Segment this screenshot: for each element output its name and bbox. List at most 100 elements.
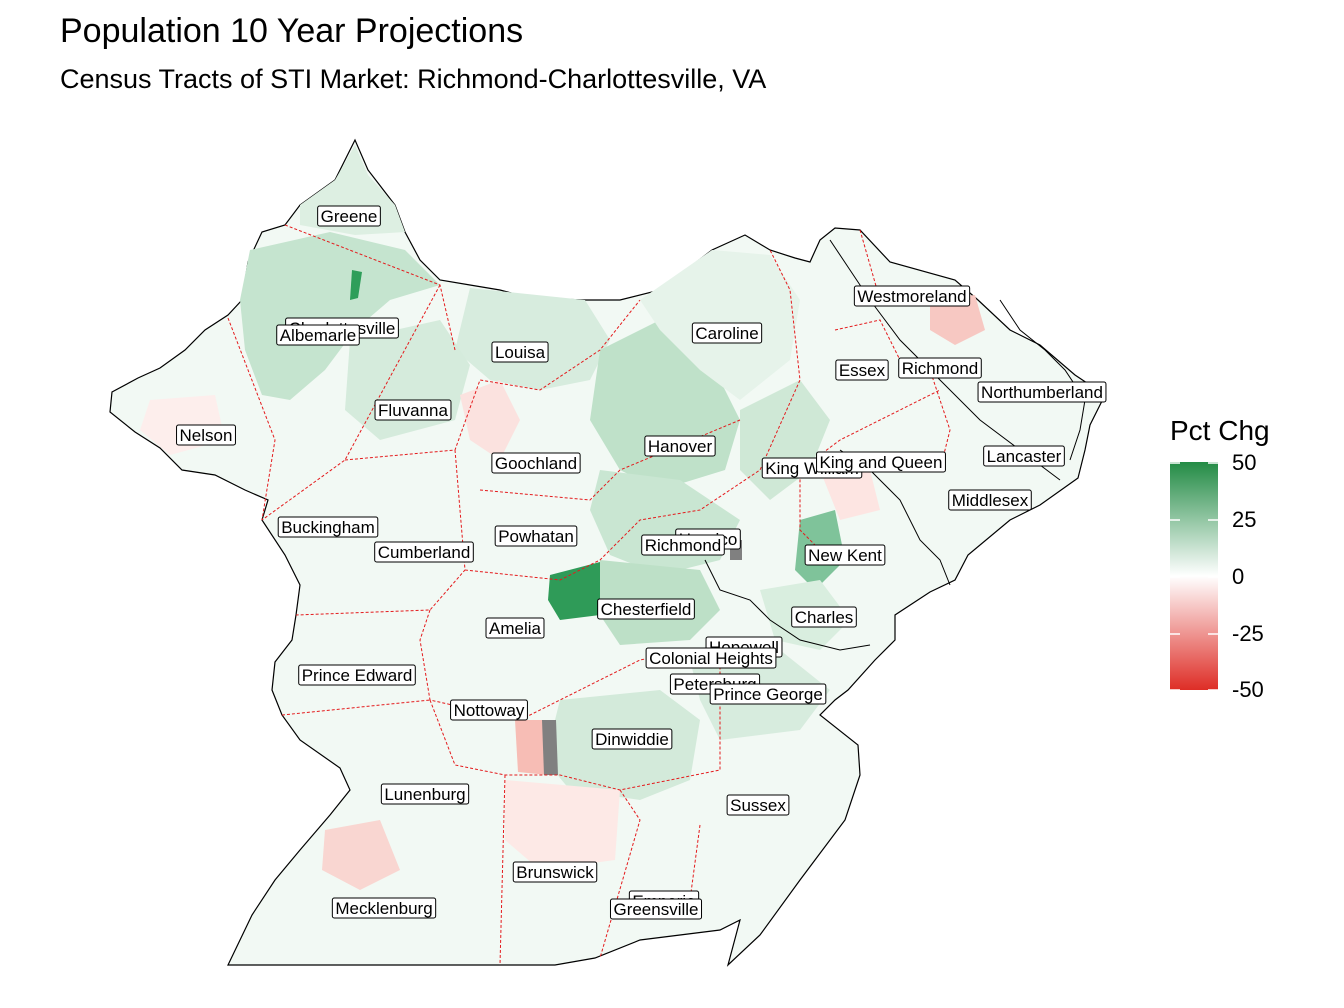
county-label-text: Goochland (495, 454, 577, 473)
county-label-text: Richmond (645, 536, 722, 555)
county-label: Chesterfield (597, 598, 695, 620)
county-label-box (609, 898, 703, 920)
county-label-text: Prince Edward (302, 666, 413, 685)
county-label-text: Greensville (613, 900, 698, 919)
county-label: King and Queen (816, 451, 946, 473)
county-label-text: Lancaster (987, 447, 1062, 466)
county-label: Greene (317, 205, 381, 227)
tract-region-louisa (455, 288, 610, 390)
county-border (261, 284, 441, 521)
county-label: Prince Edward (298, 664, 416, 686)
map-title: Population 10 Year Projections (60, 12, 524, 50)
county-label-text: Northumberland (981, 383, 1103, 402)
county-label-text: Colonial Heights (649, 649, 773, 668)
county-label: Dinwiddie (591, 728, 673, 750)
county-label-box (835, 359, 889, 381)
county-label: Richmond (898, 357, 982, 379)
county-label-text: Lunenburg (384, 785, 465, 804)
tract-region-westmoreland-east (930, 295, 985, 345)
county-label: Buckingham (277, 516, 379, 538)
legend-tick-marks (1170, 462, 1218, 691)
tract-region-nottoway (515, 720, 548, 775)
tract-region-brunswick (505, 780, 620, 870)
county-label-box (898, 357, 982, 379)
county-label-text: Nelson (180, 426, 233, 445)
county-label: Hanover (644, 435, 716, 457)
county-label-text: Brunswick (516, 863, 594, 882)
county-label-text: Greene (321, 207, 378, 226)
legend-tick-label: 0 (1232, 564, 1245, 589)
county-label-box (983, 445, 1065, 467)
county-border (464, 249, 801, 581)
county-label-text: King and Queen (820, 453, 943, 472)
county-label-text: New Kent (808, 546, 882, 565)
county-label-box (948, 489, 1032, 511)
county-label: Sussex (726, 794, 790, 816)
county-label: New Kent (804, 544, 886, 566)
county-label-text: Caroline (695, 324, 758, 343)
county-label-text: Hanover (648, 437, 713, 456)
county-label-text: Westmoreland (857, 287, 966, 306)
county-label: Fluvanna (374, 399, 452, 421)
county-label-box (804, 544, 886, 566)
county-labels: GreeneCharlottesvilleAlbemarleLouisaCaro… (176, 205, 1107, 920)
county-label-box (485, 617, 545, 639)
county-border (689, 824, 701, 901)
legend-tick-label: 25 (1232, 507, 1257, 532)
tract-region-missing-nottoway (542, 720, 558, 775)
county-label-box (853, 285, 971, 307)
county-label-text: Essex (839, 361, 886, 380)
county-label-text: Cumberland (378, 543, 471, 562)
county-label-text: Nottoway (454, 701, 525, 720)
county-label-box (591, 728, 673, 750)
county-label: Nottoway (450, 699, 528, 721)
county-label: Brunswick (512, 861, 598, 883)
county-label-box (491, 452, 581, 474)
county-label: Lancaster (983, 445, 1065, 467)
county-border (499, 774, 506, 966)
county-label-box (641, 534, 725, 556)
county-label: Goochland (491, 452, 581, 474)
tract-region-mecklenburg (322, 820, 400, 890)
county-border (227, 317, 276, 521)
county-label-box (494, 525, 578, 547)
legend-colorbar (1170, 462, 1218, 690)
tract-region-king-and-queen (820, 470, 880, 520)
county-border (344, 299, 641, 461)
county-label-box (512, 861, 598, 883)
county-label-text: Mecklenburg (335, 899, 432, 918)
county-label: Colonial Heights (645, 647, 777, 669)
county-border (429, 660, 721, 791)
county-label: Nelson (176, 424, 236, 446)
county-label: Lunenburg (380, 783, 470, 805)
county-label: Albemarle (276, 324, 360, 346)
county-label: Essex (835, 359, 889, 381)
river-line (704, 559, 871, 651)
county-label: Middlesex (948, 489, 1032, 511)
county-label: Charles (791, 606, 857, 628)
county-label-box (709, 683, 827, 705)
county-label-box (380, 783, 470, 805)
county-label-box (176, 424, 236, 446)
county-label-box (726, 794, 790, 816)
tract-region-charlottesville-core (350, 270, 362, 300)
county-label: Louisa (491, 341, 549, 363)
county-label-box (977, 381, 1107, 403)
county-label: Northumberland (977, 381, 1107, 403)
county-label-box (691, 322, 763, 344)
tract-region-albemarle (240, 232, 440, 400)
county-label-text: Sussex (730, 796, 786, 815)
county-label-box (276, 324, 360, 346)
county-label-text: Buckingham (281, 518, 375, 537)
legend-tick-label: 50 (1232, 450, 1257, 475)
county-label: Greensville (609, 898, 703, 920)
county-label-text: Powhatan (498, 527, 574, 546)
county-border (419, 609, 691, 721)
county-label: Richmond (641, 534, 725, 556)
county-label-box (816, 451, 946, 473)
county-label-text: Amelia (489, 619, 542, 638)
county-label-box (597, 598, 695, 620)
county-label: Mecklenburg (331, 897, 437, 919)
county-label-text: Richmond (902, 359, 979, 378)
